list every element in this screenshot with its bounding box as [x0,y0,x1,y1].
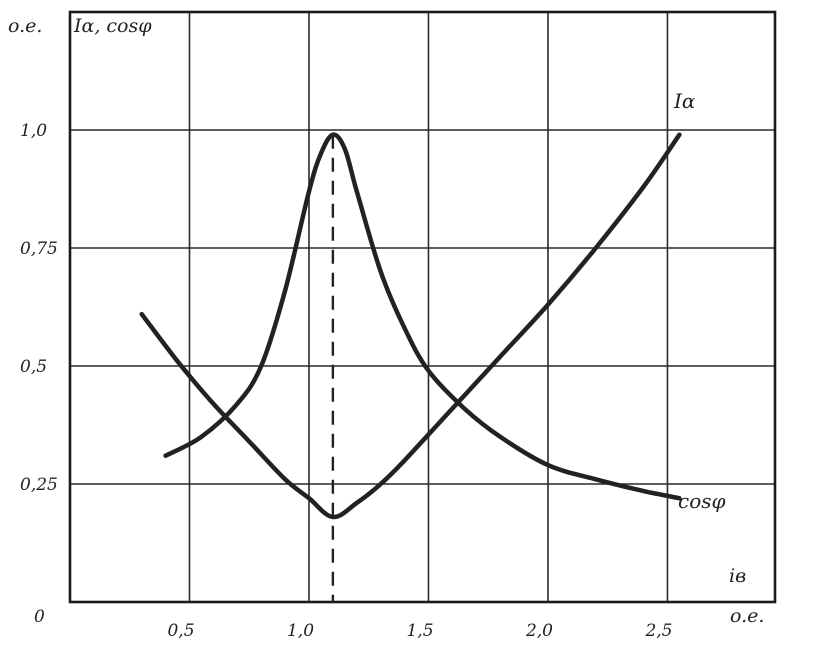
x-tick-label-0: 0,5 [167,621,194,641]
series-label-cosphi: cosφ [678,489,726,513]
y-axis-unit: o.e. [8,15,42,37]
x-axis-unit: o.e. [730,605,764,627]
tick-labels: 0,5 1,0 1,5 2,0 2,5 0,25 0,5 0,75 1,0 [20,121,673,641]
grid [70,12,775,602]
y-tick-label-3: 1,0 [20,121,47,141]
x-axis-label: iв [729,565,746,587]
curve-ia [139,132,682,520]
x-tick-label-1: 1,0 [287,621,314,641]
origin-label: 0 [34,607,45,627]
y-axis-label: Iα, cosφ [73,15,152,37]
x-tick-label-2: 1,5 [406,621,433,641]
x-tick-label-3: 2,0 [525,621,553,641]
curve-cosphi [163,132,682,501]
y-tick-label-2: 0,75 [20,239,58,259]
plot-frame [68,10,777,604]
plot-border [68,10,777,604]
y-tick-label-0: 0,25 [20,475,58,495]
series-label-ia: Iα [673,89,696,113]
curves [139,132,682,520]
y-tick-label-1: 0,5 [20,357,47,377]
x-tick-label-4: 2,5 [644,621,672,641]
